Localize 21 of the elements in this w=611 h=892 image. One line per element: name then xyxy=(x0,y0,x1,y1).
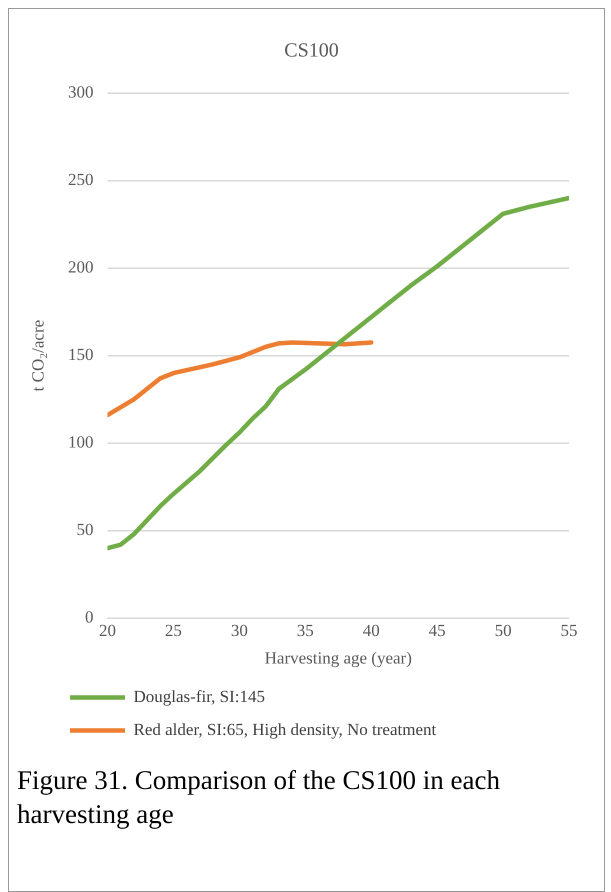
y-axis-title: t CO₂/acre xyxy=(28,320,48,392)
y-tick-label: 200 xyxy=(68,258,94,277)
x-tick-label: 25 xyxy=(164,620,182,640)
legend-label: Red alder, SI:65, High density, No treatment xyxy=(134,720,437,739)
chart-title: CS100 xyxy=(284,39,339,62)
y-tick-label: 0 xyxy=(85,608,94,627)
y-tick-label: 50 xyxy=(76,520,94,540)
x-tick-label: 20 xyxy=(99,620,116,640)
y-tick-label: 300 xyxy=(68,82,94,102)
x-tick-label: 50 xyxy=(494,620,512,640)
x-tick-label: 55 xyxy=(560,620,578,640)
x-tick-label: 40 xyxy=(362,620,380,640)
y-tick-label: 150 xyxy=(68,345,94,364)
x-tick-label: 35 xyxy=(296,620,314,640)
y-tick-label: 250 xyxy=(68,170,94,189)
x-tick-label: 45 xyxy=(428,620,446,640)
x-tick-label: 30 xyxy=(230,620,248,640)
x-axis-title: Harvesting age (year) xyxy=(264,648,412,668)
legend-label: Douglas-fir, SI:145 xyxy=(134,686,266,706)
caption: Figure 31. Comparison of the CS100 in each harvesting age xyxy=(16,764,501,831)
y-tick-label: 100 xyxy=(68,432,94,452)
